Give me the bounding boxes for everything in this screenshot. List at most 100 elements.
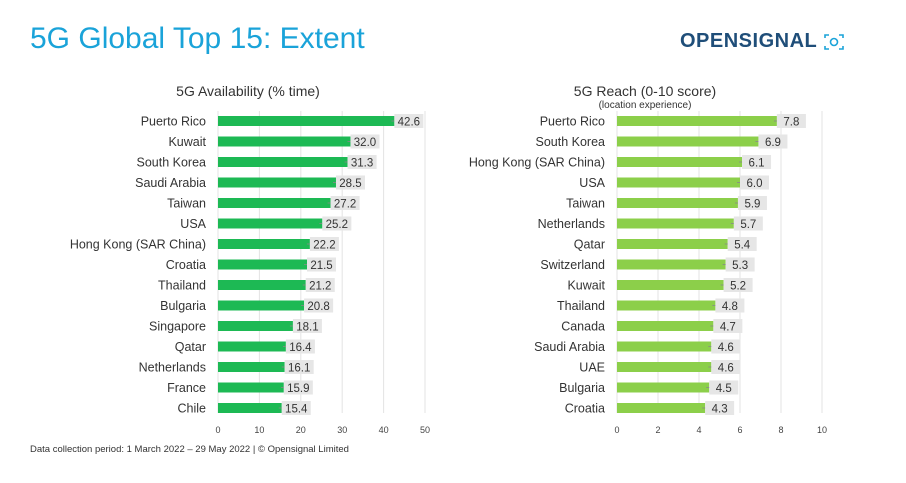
- reach-value-label: 4.5: [716, 383, 732, 395]
- availability-tick-label: 0: [215, 425, 220, 435]
- availability-value-label-bg: [305, 278, 335, 292]
- availability-category-label: South Korea: [137, 156, 207, 170]
- reach-category-label: Kuwait: [567, 279, 605, 293]
- reach-bar: [617, 382, 710, 393]
- availability-value-label: 15.9: [287, 383, 309, 395]
- reach-value-label: 4.6: [718, 362, 734, 374]
- availability-value-label: 20.8: [307, 301, 329, 313]
- camera-frame-icon: [824, 33, 845, 50]
- availability-tick-label: 20: [296, 425, 306, 435]
- availability-category-label: Chile: [178, 402, 207, 416]
- reach-tick-label: 4: [696, 425, 701, 435]
- reach-category-label: Qatar: [574, 238, 605, 252]
- availability-bar: [218, 321, 293, 331]
- reach-category-label: Hong Kong (SAR China): [469, 156, 605, 170]
- reach-value-label: 6.1: [749, 157, 765, 169]
- reach-value-label: 6.9: [765, 137, 781, 149]
- availability-category-label: Bulgaria: [160, 299, 206, 313]
- footer-note: Data collection period: 1 March 2022 – 2…: [30, 444, 349, 455]
- reach-bar: [617, 239, 728, 249]
- reach-tick-label: 6: [737, 425, 742, 435]
- reach-category-label: Saudi Arabia: [534, 340, 605, 354]
- availability-value-label: 22.2: [313, 239, 335, 251]
- reach-bar: [617, 321, 714, 331]
- reach-tick-label: 10: [817, 425, 827, 435]
- reach-value-label: 5.7: [740, 219, 756, 231]
- reach-value-label: 4.3: [712, 403, 728, 415]
- reach-bar: [617, 300, 716, 311]
- availability-tick-label: 40: [379, 425, 389, 435]
- availability-value-label-bg: [307, 257, 337, 272]
- availability-value-label-bg: [284, 360, 314, 374]
- reach-value-label-bg: [727, 237, 757, 251]
- reach-tick-label: 8: [778, 425, 783, 435]
- bar-charts: 5G Availability (% time)0 10 20 30 40 50Puert…: [70, 83, 827, 435]
- reach-value-label: 5.9: [744, 198, 760, 210]
- availability-value-label-bg: [322, 216, 352, 231]
- reach-value-label-bg: [723, 278, 753, 292]
- reach-bar: [617, 116, 777, 126]
- availability-value-label: 42.6: [398, 116, 420, 128]
- reach-category-label: South Korea: [536, 135, 606, 149]
- reach-bar: [617, 280, 724, 290]
- reach-value-label-bg: [709, 380, 739, 395]
- availability-value-label-bg: [335, 175, 365, 190]
- reach-category-label: Croatia: [565, 402, 605, 416]
- reach-value-label-bg: [758, 134, 788, 149]
- reach-bar: [617, 157, 743, 167]
- availability-value-label: 21.5: [310, 260, 332, 272]
- page-title: 5G Global Top 15: Extent: [30, 22, 365, 55]
- availability-category-label: Croatia: [166, 258, 206, 272]
- availability-bar: [218, 259, 308, 270]
- reach-category-label: Taiwan: [566, 197, 605, 211]
- availability-value-label-bg: [292, 319, 322, 333]
- reach-value-label-bg: [740, 175, 769, 190]
- availability-value-label-bg: [309, 237, 339, 251]
- availability-bar: [218, 136, 351, 147]
- availability-value-label-bg: [330, 196, 360, 210]
- availability-bar: [218, 177, 336, 188]
- reach-bar: [617, 259, 726, 270]
- reach-tick-label: 2: [655, 425, 660, 435]
- reach-value-label-bg: [705, 401, 735, 415]
- availability-category-label: Kuwait: [168, 135, 206, 149]
- availability-bar: [218, 403, 282, 413]
- availability-value-label: 21.2: [309, 280, 331, 292]
- reach-value-label-bg: [742, 155, 772, 169]
- reach-value-label-bg: [725, 257, 755, 272]
- availability-value-label: 31.3: [351, 157, 373, 169]
- availability-value-label: 16.4: [289, 342, 312, 354]
- reach-tick-label: 0: [614, 425, 619, 435]
- availability-value-label-bg: [347, 155, 377, 169]
- reach-chart-title: 5G Reach (0-10 score): [574, 83, 716, 99]
- availability-tick-label: 30: [337, 425, 347, 435]
- availability-category-label: USA: [180, 217, 206, 231]
- availability-value-label-bg: [285, 339, 315, 354]
- reach-bar: [617, 177, 740, 188]
- availability-value-label: 27.2: [334, 198, 356, 210]
- reach-value-label-bg: [733, 216, 763, 231]
- reach-value-label: 4.7: [720, 321, 736, 333]
- availability-category-label: France: [167, 381, 206, 395]
- reach-value-label: 7.8: [783, 116, 799, 128]
- availability-bar: [218, 341, 286, 352]
- availability-value-label: 28.5: [339, 178, 361, 190]
- availability-tick-label: 50: [420, 425, 430, 435]
- logo-text: OPENSIGNAL: [680, 30, 818, 52]
- reach-category-label: Switzerland: [540, 258, 605, 272]
- reach-category-label: Thailand: [557, 299, 605, 313]
- reach-category-label: Netherlands: [538, 217, 605, 231]
- availability-bar: [218, 198, 331, 208]
- availability-category-label: Thailand: [158, 279, 206, 293]
- reach-value-label: 4.8: [722, 301, 738, 313]
- reach-value-label: 6.0: [747, 178, 763, 190]
- availability-bar: [218, 218, 323, 229]
- reach-value-label: 4.6: [718, 342, 734, 354]
- reach-bar: [617, 136, 759, 147]
- availability-bar: [218, 300, 305, 311]
- availability-category-label: Puerto Rico: [141, 115, 206, 129]
- availability-value-label-bg: [281, 401, 311, 415]
- availability-category-label: Hong Kong (SAR China): [70, 238, 206, 252]
- reach-value-label-bg: [737, 196, 767, 210]
- reach-value-label-bg: [711, 360, 741, 374]
